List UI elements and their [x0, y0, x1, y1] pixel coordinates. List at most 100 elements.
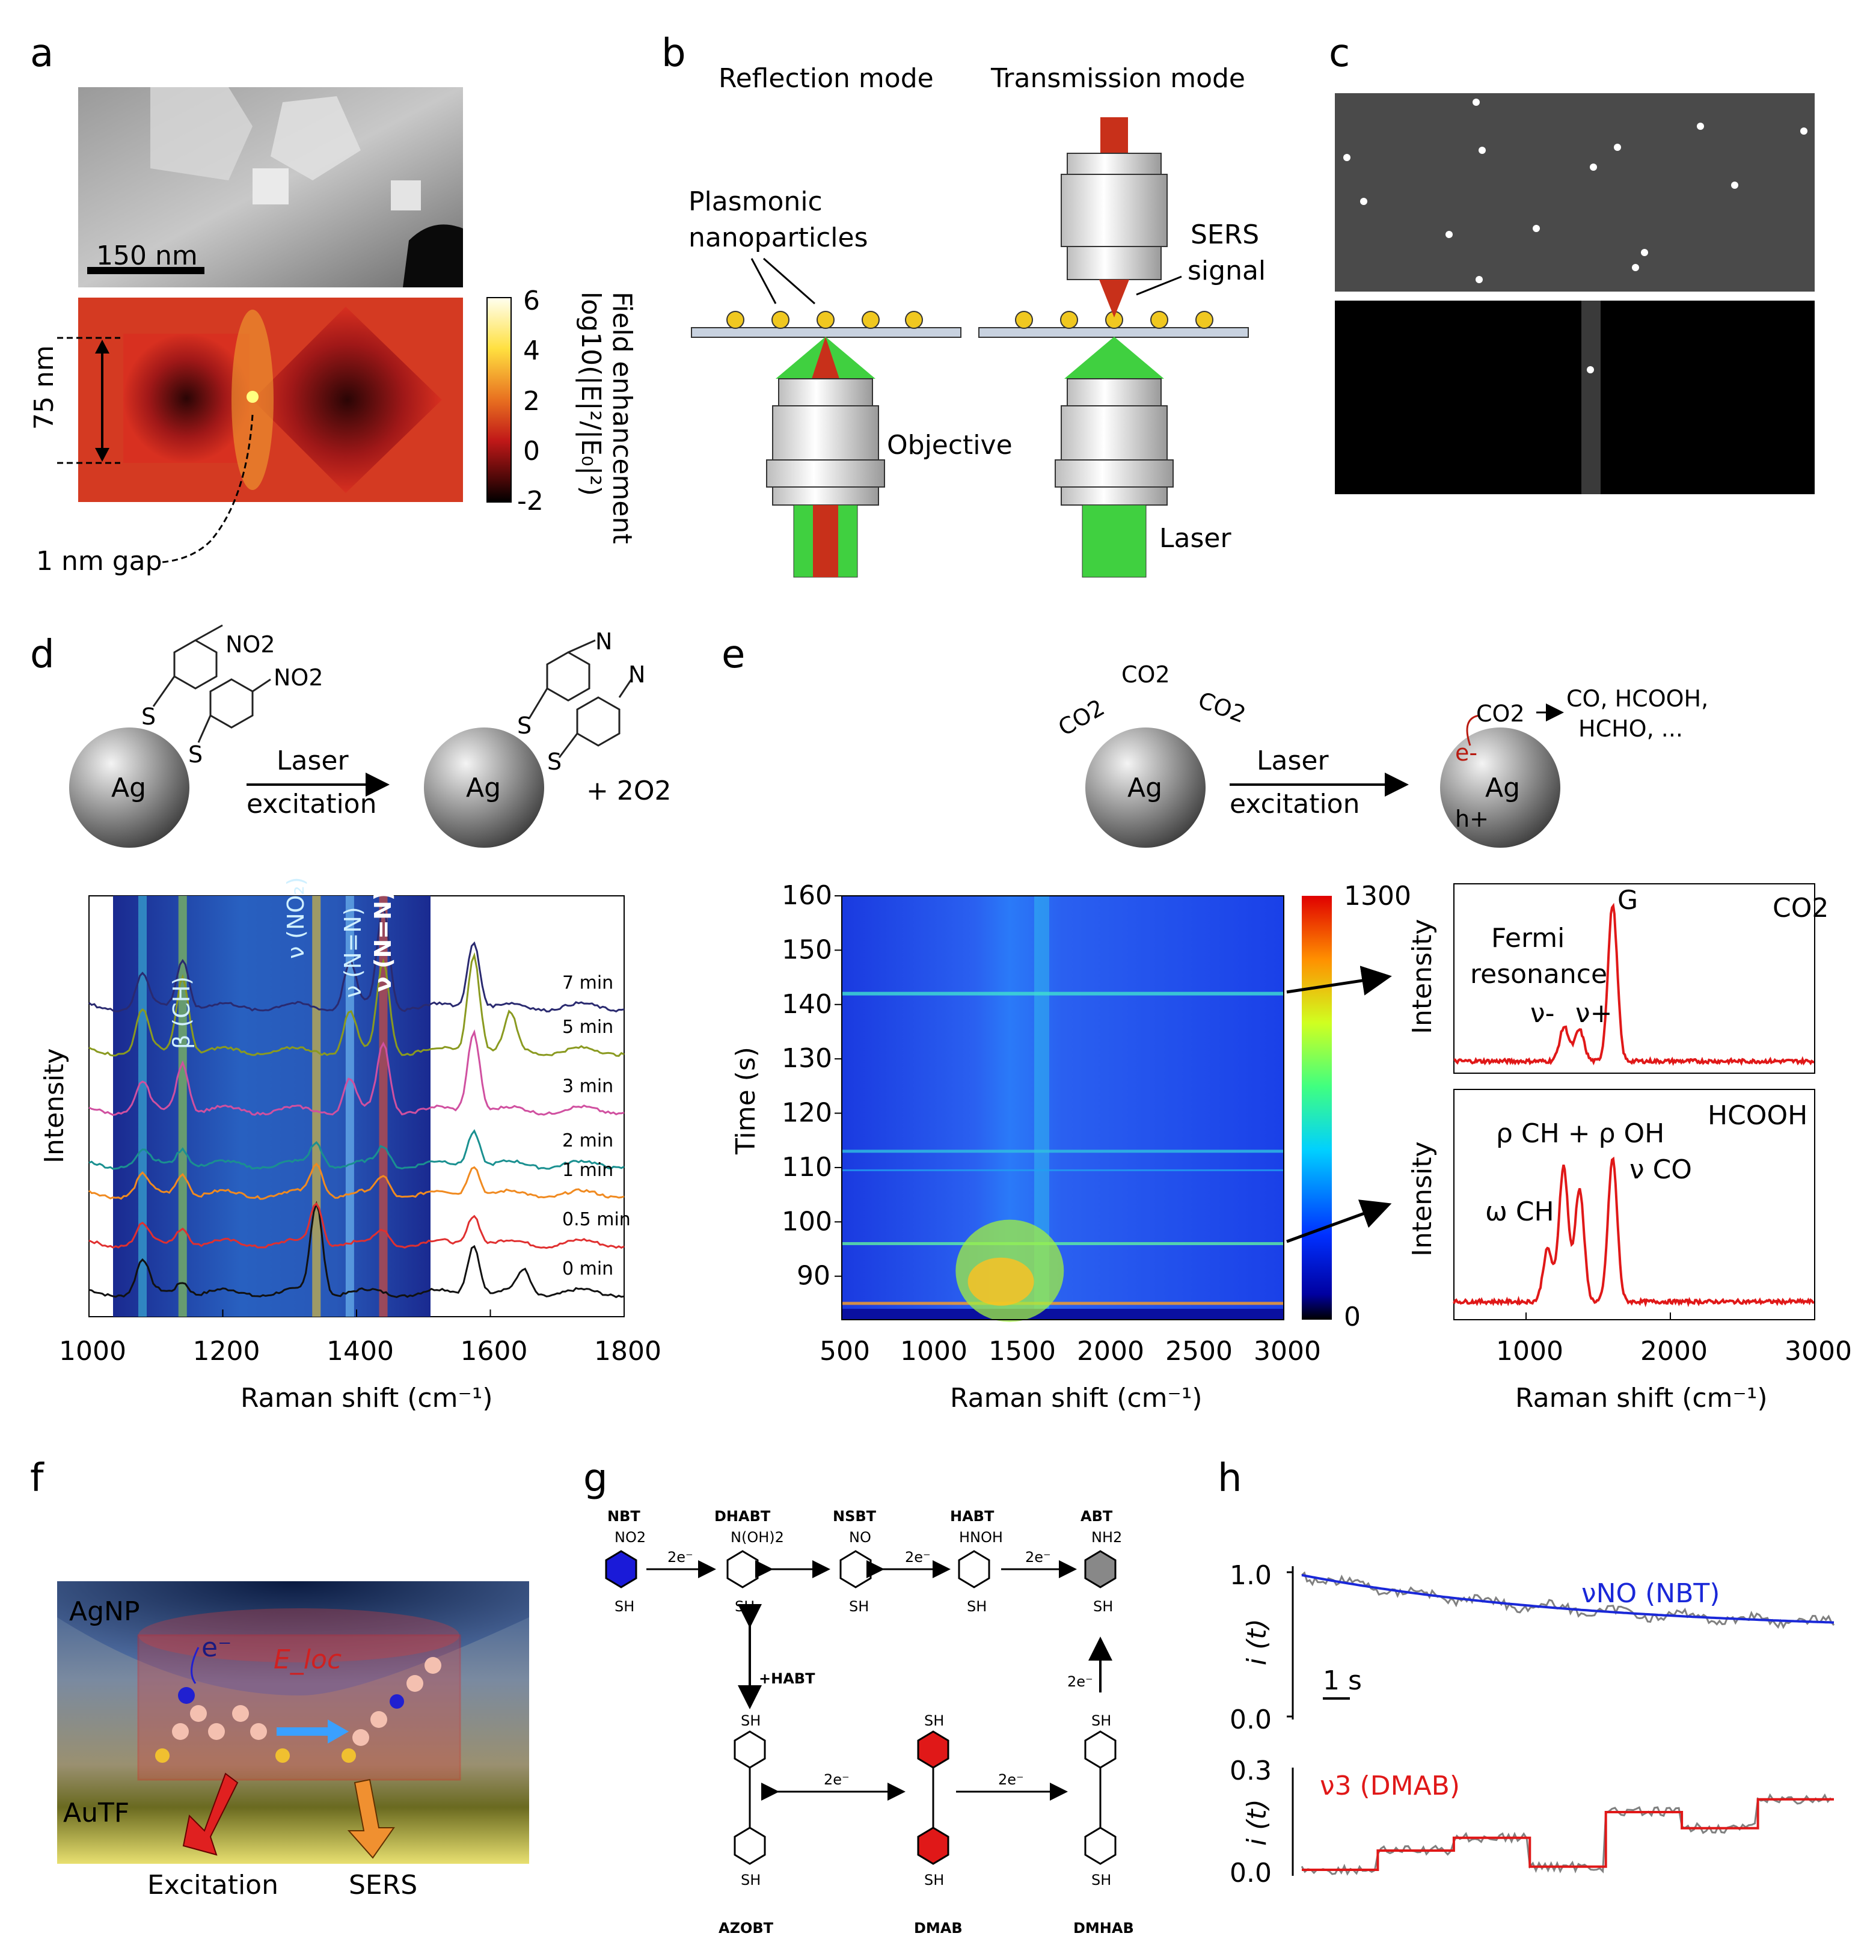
- ag-sphere: [424, 727, 544, 848]
- arrow-label: +HABT: [759, 1670, 815, 1687]
- heatmap-ticks: 500 1000 1500 2000 2500 3000 90 100 110 120 130 140…: [782, 880, 1321, 1367]
- colorbar-title: log10(|E|²/|E₀|²): [575, 292, 606, 496]
- sers-label: signal: [1188, 256, 1266, 286]
- x-tick-label: 1400: [326, 1336, 394, 1367]
- group-label: HNOH: [959, 1529, 1003, 1546]
- panel-label: f: [30, 1456, 44, 1501]
- group-label: SH: [741, 1872, 761, 1888]
- spectrum-x-label: Raman shift (cm⁻¹): [1515, 1383, 1768, 1413]
- habt-ring: [958, 1550, 990, 1588]
- spectrum-line: [88, 1202, 625, 1249]
- fermi-label: Fermi: [1491, 923, 1565, 954]
- substrate-transmission: [978, 327, 1249, 338]
- molecule-name: DHABT: [714, 1508, 771, 1525]
- objective-ring: [1055, 459, 1174, 488]
- panel-f: f e⁻ E_loc AgNP AuTF Excitation SERS: [30, 1456, 529, 1900]
- transmission-title: Transmission mode: [990, 63, 1245, 94]
- slit-image: [1335, 301, 1815, 494]
- arrow-head: [95, 340, 109, 354]
- fermi-label: resonance: [1470, 959, 1607, 990]
- signal-beam-out: [1100, 117, 1128, 153]
- heatmap-y-label: Time (s): [731, 1047, 761, 1155]
- laser-label: Laser: [1257, 746, 1329, 776]
- heatmap-colorbar: [1302, 896, 1332, 1320]
- nbt-ring: [605, 1550, 637, 1588]
- sers-arrow: [347, 1778, 395, 1859]
- gap-label: 1 nm gap: [36, 546, 162, 577]
- heatmap-features: [842, 991, 1284, 1322]
- products-label: CO, HCOOH,: [1566, 685, 1708, 712]
- spectrum-x-ticks: 1000 2000 3000: [1496, 1312, 1852, 1367]
- n-label: N: [595, 628, 612, 655]
- peak-label: ν (N=N): [340, 907, 366, 998]
- group-label: SH: [1093, 1598, 1113, 1615]
- peak-streak: [312, 896, 321, 1317]
- objective-ring: [766, 459, 885, 488]
- group-label: SH: [1091, 1712, 1111, 1729]
- signal-beam: [813, 505, 838, 577]
- molecule-name: NBT: [607, 1508, 640, 1525]
- time-line: [842, 1242, 1284, 1245]
- link-arrow: [1286, 966, 1392, 996]
- spectra-lines: [88, 903, 625, 1299]
- arrow-head: [95, 448, 109, 462]
- selected-spot: [1587, 366, 1594, 373]
- laser-label: excitation: [1230, 789, 1359, 819]
- spectrum-line: [88, 903, 625, 1012]
- x-tick-label: 1000: [1496, 1336, 1563, 1367]
- ag-label: Ag: [1485, 773, 1520, 803]
- heatmap: [842, 896, 1284, 1320]
- x-tick-label: 2500: [1165, 1336, 1233, 1367]
- time-scale-label: 1 s: [1323, 1665, 1362, 1696]
- excitation-label: Excitation: [147, 1870, 278, 1900]
- peak-label: β (CH): [168, 976, 195, 1049]
- hotspot-region: [137, 1634, 461, 1781]
- pointer-arrow: [750, 258, 777, 304]
- group-label: SH: [924, 1712, 944, 1729]
- sem-particle: [253, 168, 289, 204]
- group-label: SH: [741, 1712, 761, 1729]
- dmhab-ring-bottom: [1084, 1827, 1117, 1865]
- electron-label: e-: [1455, 740, 1477, 766]
- heatmap-background: [113, 896, 431, 1317]
- gap-hotspot-center: [247, 391, 259, 403]
- time-line: [842, 1169, 1284, 1171]
- hole-label: h+: [1455, 806, 1489, 832]
- scattering-spots: [1343, 99, 1807, 283]
- y-tick-label: 0.0: [1230, 1704, 1272, 1735]
- group-label: SH: [735, 1598, 755, 1615]
- co2-y-label: Intensity: [1407, 919, 1438, 1034]
- panel-label: c: [1329, 31, 1350, 76]
- y-tick-label: 120: [782, 1098, 832, 1129]
- arrow-label: 2e⁻: [667, 1549, 693, 1566]
- panel-label: h: [1218, 1456, 1242, 1501]
- panel-label: e: [722, 632, 745, 677]
- molecule-name: HABT: [950, 1508, 995, 1525]
- nsbt-ring: [839, 1550, 872, 1588]
- n-label: N: [628, 661, 645, 688]
- ag-label: Ag: [1127, 773, 1162, 803]
- nanoparticles-reflection: [726, 311, 923, 329]
- arrow-label: 2e⁻: [905, 1549, 931, 1566]
- y-tick-label: 100: [782, 1206, 832, 1237]
- objective-body-upper: [1061, 174, 1168, 247]
- spectrum-line: [88, 1029, 625, 1116]
- molecule-name: ABT: [1081, 1508, 1113, 1525]
- eloc-label: E_loc: [274, 1644, 342, 1675]
- panel-label: b: [661, 31, 686, 76]
- agnp-surface: [57, 1581, 529, 1695]
- molecules-left: [155, 1687, 290, 1763]
- dmhab-ring-top: [1084, 1730, 1117, 1769]
- time-label: 7 min: [562, 972, 613, 993]
- objective-base-upper: [1067, 246, 1162, 280]
- colorbar-min: 0: [1344, 1302, 1361, 1332]
- omega-label: ω CH: [1485, 1196, 1554, 1227]
- ag-label: Ag: [466, 773, 501, 803]
- autf-label: AuTF: [63, 1798, 129, 1828]
- peak-streak: [379, 896, 388, 1317]
- heatmap-x-label: Raman shift (cm⁻¹): [950, 1383, 1203, 1413]
- colorbar-tick: 4: [523, 335, 540, 366]
- time-line: [842, 1302, 1284, 1305]
- x-tick-label: 2000: [1077, 1336, 1144, 1367]
